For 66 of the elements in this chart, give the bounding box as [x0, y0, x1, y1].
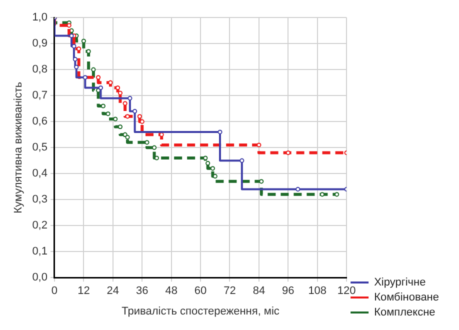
x-tick-label: 96 — [282, 285, 294, 298]
point — [128, 96, 132, 100]
point — [72, 56, 78, 62]
x-tick-label: 36 — [136, 285, 148, 298]
point — [118, 124, 123, 130]
point — [320, 192, 325, 197]
point — [206, 160, 210, 166]
x-tick-label: 12 — [78, 285, 90, 298]
x-tick-label: 108 — [308, 285, 327, 298]
point — [125, 134, 130, 140]
point — [82, 75, 88, 80]
point — [66, 23, 72, 28]
point — [240, 158, 244, 163]
point — [132, 108, 138, 114]
point — [113, 116, 118, 122]
point — [86, 49, 91, 54]
y-tick-label: 0,4 — [32, 168, 48, 180]
y-tick-label: 0,0 — [32, 272, 48, 284]
point — [96, 75, 101, 80]
legend-label: Комбіноване — [374, 292, 440, 304]
point — [108, 80, 113, 85]
point — [334, 192, 340, 197]
point — [203, 156, 208, 160]
x-tick-label: 72 — [224, 285, 236, 298]
point — [106, 112, 110, 116]
point — [118, 90, 123, 96]
y-tick-label: 1,0 — [32, 12, 48, 24]
y-tick-label: 0,1 — [32, 246, 48, 258]
y-tick-label: 0,7 — [32, 90, 48, 102]
point — [74, 64, 79, 70]
point — [256, 142, 262, 148]
x-tick-label: 120 — [337, 285, 356, 298]
x-tick-label: 60 — [194, 285, 207, 298]
point — [144, 140, 150, 145]
point — [296, 186, 300, 192]
point — [152, 145, 157, 150]
point — [98, 86, 104, 90]
point — [69, 34, 74, 38]
point — [122, 101, 128, 106]
point — [122, 132, 128, 137]
y-tick-label: 0,2 — [32, 220, 48, 232]
point — [76, 46, 82, 52]
point — [137, 114, 142, 119]
x-axis-title: Тривалість спостереження, міс — [122, 305, 280, 318]
x-tick-label: 0 — [51, 285, 58, 298]
legend-label: Хірургічне — [374, 276, 426, 289]
point — [210, 166, 215, 171]
point — [218, 130, 222, 134]
y-axis-title: Кумулятивна виживаність — [12, 82, 25, 214]
legend-label: Комплексне — [374, 306, 436, 319]
point — [125, 114, 130, 119]
point — [81, 38, 86, 44]
y-tick-label: 0,9 — [32, 38, 48, 50]
y-tick-label: 0,8 — [32, 64, 48, 76]
y-tick-label: 0,5 — [32, 142, 48, 154]
point — [259, 179, 264, 184]
point — [212, 174, 218, 178]
x-tick-label: 24 — [106, 285, 120, 298]
x-tick-label: 48 — [165, 285, 178, 298]
y-tick-label: 0,6 — [32, 116, 48, 128]
point — [72, 44, 76, 48]
point — [91, 67, 96, 72]
y-tick-label: 0,3 — [32, 194, 48, 206]
x-tick-label: 84 — [252, 285, 266, 298]
point — [140, 119, 144, 124]
point — [286, 150, 290, 156]
